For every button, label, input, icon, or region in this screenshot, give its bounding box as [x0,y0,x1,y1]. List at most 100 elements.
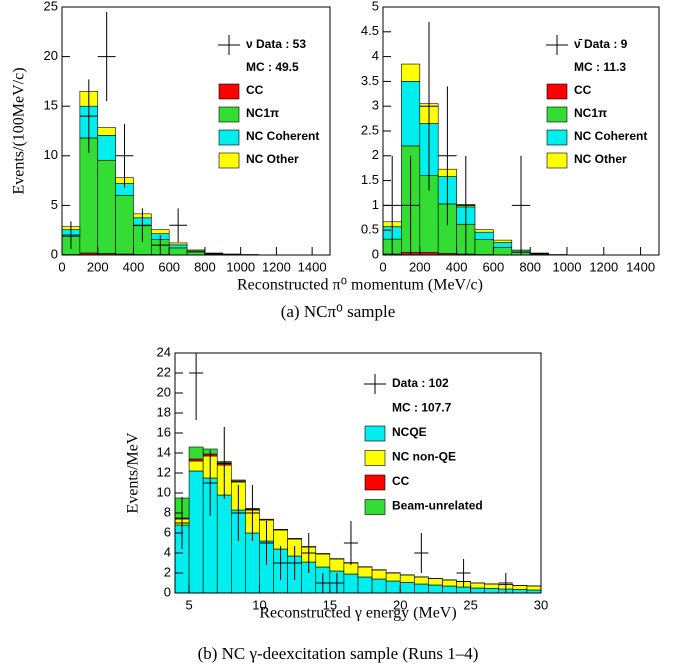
histogram-bar [474,229,494,233]
x-tick-label: 10 [252,597,266,612]
histogram-bar [357,576,373,594]
legend-label: Data : 102 [392,376,449,390]
histogram-bar [357,566,373,578]
x-axis-label: Reconstructed γ energy (MeV) [259,605,456,622]
x-tick-label: 25 [463,597,477,612]
y-tick-label: 20 [44,48,58,63]
histogram-bar [151,229,170,234]
y-tick-label: 3 [372,98,379,113]
histogram-bar [245,532,260,594]
histogram-bar [168,244,188,249]
y-tick-label: 2 [164,564,171,579]
histogram-bar [97,135,116,161]
x-tick-label: 1000 [226,259,255,274]
x-tick-label: 1000 [553,259,582,274]
histogram-bar [371,578,387,594]
histogram-bar [470,582,485,589]
caption: (a) NCπ⁰ sample [281,302,396,321]
y-tick-label: 5 [372,0,379,13]
y-tick-label: 12 [157,464,171,479]
legend-label: MC : 107.7 [392,401,452,415]
histogram-bar [526,585,542,591]
histogram-bar [385,572,401,582]
histogram-bar [474,231,494,240]
legend-label: CC [246,83,264,97]
histogram-bar [512,589,528,594]
legend-label: CC [392,474,410,488]
histogram-bar [442,579,457,587]
y-tick-label: 10 [157,484,171,499]
histogram-bar [428,584,443,594]
legend-swatch [218,129,240,146]
y-tick-label: 10 [44,147,58,162]
x-tick-label: 400 [123,259,145,274]
histogram-bar [399,582,415,594]
x-tick-label: 1400 [626,259,655,274]
histogram-bar [493,239,513,243]
y-tick-label: 16 [157,424,171,439]
legend-swatch [546,106,568,123]
legend-label: NC Coherent [246,129,319,143]
y-tick-label: 2.5 [361,122,379,137]
legend-label: CC [574,83,592,97]
legend-swatch [364,499,386,515]
y-tick-label: 3.5 [361,73,379,88]
x-tick-label: 400 [446,259,468,274]
x-tick-label: 200 [409,259,431,274]
plot-frame [61,6,331,256]
legend-label: NCQE [392,425,427,439]
histogram-bar [188,446,204,460]
legend-swatch [364,474,386,491]
histogram-bar [315,553,331,568]
histogram-bar [371,569,387,580]
x-tick-label: 0 [58,259,65,274]
y-tick-label: 24 [157,344,171,359]
legend-swatch [546,152,568,169]
legend-swatch [546,83,568,100]
legend-swatch [364,450,386,466]
legend-swatch [218,106,240,123]
y-axis-label: Events/MeV [125,432,142,513]
x-tick-label: 1200 [262,259,291,274]
legend-label: ν̄ Data : 9 [574,37,628,51]
x-tick-label: 1200 [589,259,618,274]
y-tick-label: 0 [164,584,171,599]
histogram-bar [401,81,421,147]
histogram-bar [287,538,302,540]
x-tick-label: 15 [323,597,337,612]
x-tick-label: 800 [194,259,216,274]
histogram-bar [474,239,494,255]
legend-label: ν Data : 53 [246,37,306,51]
legend-label: Beam-unrelated [392,499,483,513]
legend-swatch [218,83,240,100]
histogram-bar [273,528,288,531]
histogram-bar [216,494,232,594]
legend-label: MC : 49.5 [246,60,299,74]
y-tick-label: 0.5 [361,222,379,237]
y-tick-label: 5 [51,197,58,212]
y-tick-label: 18 [157,404,171,419]
histogram-bar [168,247,188,256]
x-tick-label: 20 [393,597,407,612]
histogram-bar [470,587,485,594]
legend-swatch [546,129,568,146]
x-tick-label: 1400 [298,259,327,274]
y-tick-label: 4 [164,544,171,559]
histogram-bar [231,479,246,482]
y-tick-label: 2 [372,147,379,162]
y-axis-label: Events/(100MeV/c) [11,67,28,194]
legend-label: NC non-QE [392,450,456,464]
histogram-bar [343,573,359,594]
x-tick-label: 800 [519,259,541,274]
histogram-bar [414,576,429,585]
legend-label: NC Coherent [574,129,647,143]
histogram-bar [186,249,206,252]
y-tick-label: 4.5 [361,23,379,38]
x-tick-label: 30 [534,597,548,612]
y-tick-label: 0 [51,246,58,261]
histogram-bar [442,585,457,594]
histogram-bar [259,518,274,521]
histogram-bar [115,195,134,255]
legend-label: NC1π [246,106,279,120]
histogram-bar [484,583,500,589]
